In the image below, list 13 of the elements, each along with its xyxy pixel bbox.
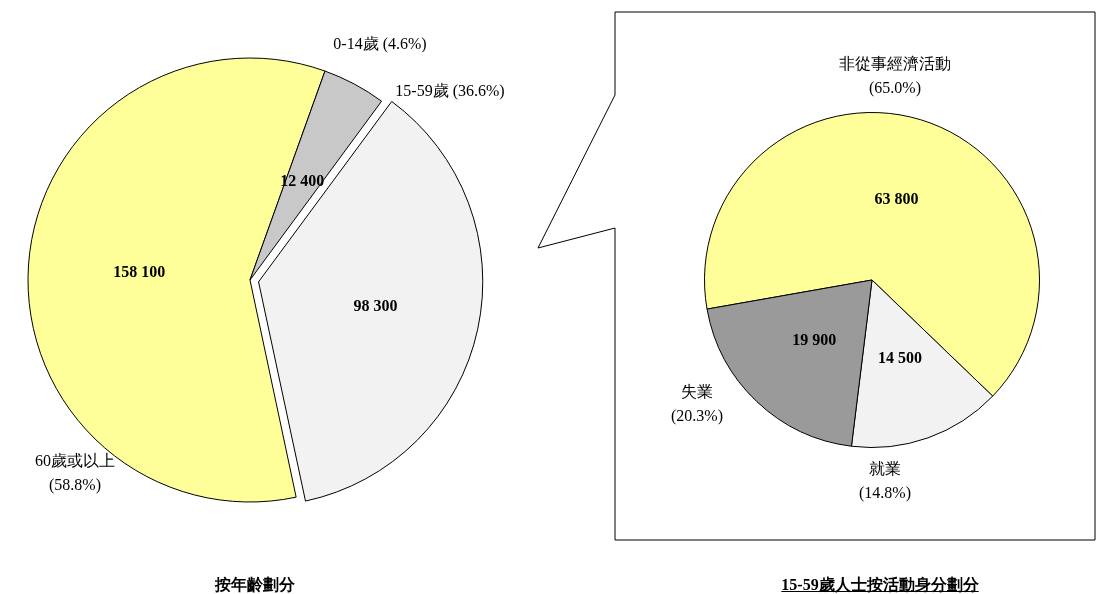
data-label: 63 800 <box>874 190 919 208</box>
data-label: 19 900 <box>792 330 837 348</box>
data-label: 158 100 <box>113 262 166 280</box>
slice-label: 就業 (14.8%) <box>859 460 911 503</box>
slice-label: 非從事經濟活動 (65.0%) <box>839 55 951 98</box>
data-label: 98 300 <box>353 297 398 315</box>
slice-label: 失業 (20.3%) <box>671 383 723 426</box>
text: 按年齡劃分 <box>215 575 295 594</box>
slice-label: 0-14歲 (4.6%) <box>333 35 427 54</box>
slice-label: 60歲或以上 (58.8%) <box>35 452 115 495</box>
text: 15-59歲人士按活動身分劃分 <box>781 575 979 594</box>
data-label: 14 500 <box>878 349 922 367</box>
slice-label: 15-59歲 (36.6%) <box>395 82 505 101</box>
